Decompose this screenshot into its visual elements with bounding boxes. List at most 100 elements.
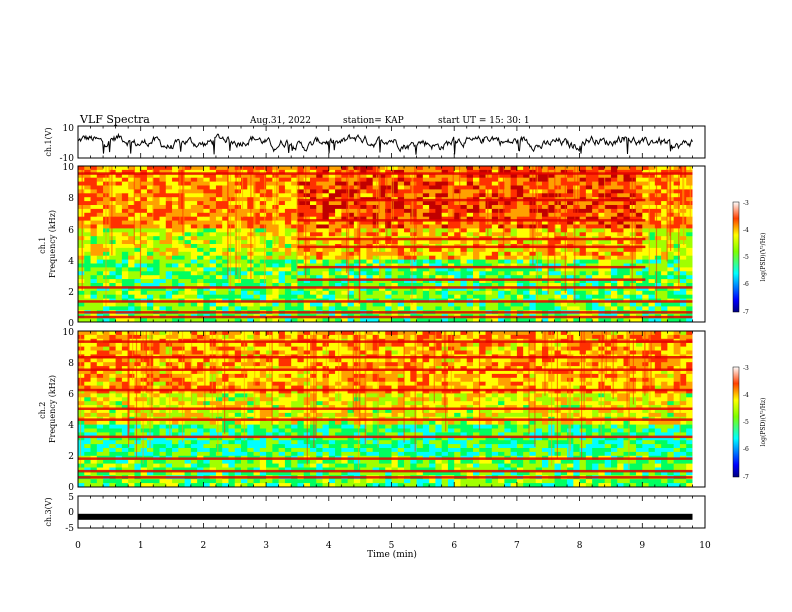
spectrogram-cell xyxy=(397,193,405,198)
spectrogram-cell xyxy=(636,216,643,221)
spectrogram-cell xyxy=(128,255,135,260)
spectrogram-streak xyxy=(668,166,670,244)
spectrogram-cell xyxy=(378,279,386,284)
spectrogram-cell xyxy=(673,358,681,363)
spectrogram-cell xyxy=(516,362,524,367)
spectrogram-cell xyxy=(466,366,474,371)
spectrogram-cell xyxy=(284,286,292,292)
spectrogram-cell xyxy=(215,366,223,371)
spectrogram-cell xyxy=(266,232,273,237)
spectrogram-cell xyxy=(592,166,599,171)
spectrogram-cell xyxy=(203,232,211,237)
spectrogram-cell xyxy=(504,189,512,194)
spectrogram-cell xyxy=(165,279,173,284)
spectrogram-cell xyxy=(96,169,104,175)
spectrogram-cell xyxy=(96,271,104,276)
spectrogram-cell xyxy=(78,342,85,347)
spectrogram-cell xyxy=(121,290,129,296)
spectrogram-cell xyxy=(454,189,461,194)
spectrogram-cell xyxy=(366,166,374,171)
spectrogram-cell xyxy=(184,212,192,218)
spectrogram-cell xyxy=(360,166,367,171)
spectrogram-cell xyxy=(284,306,292,311)
spectrogram-cell xyxy=(322,232,330,237)
spectrogram-cell xyxy=(253,318,261,323)
spectrogram-streak xyxy=(298,166,300,251)
spectrogram-cell xyxy=(360,271,367,276)
spectrogram-cell xyxy=(347,181,355,186)
spectrogram-cell xyxy=(654,318,662,323)
spectrogram-cell xyxy=(567,275,574,280)
spectrogram-cell xyxy=(165,240,173,245)
spectrogram-cell xyxy=(585,208,593,214)
spectrogram-cell xyxy=(516,279,524,284)
spectrogram-cell xyxy=(78,236,85,241)
spectrogram-cell xyxy=(523,279,530,284)
spectrogram-cell xyxy=(642,331,649,336)
spectrogram-cell xyxy=(573,205,580,210)
spectrogram-cell xyxy=(473,318,480,323)
spectrogram-cell xyxy=(178,228,185,233)
spectrogram-cell xyxy=(491,350,499,355)
spectrogram-cell xyxy=(391,193,399,198)
spectrogram-cell xyxy=(454,232,461,237)
spectrogram-cell xyxy=(592,181,599,186)
spectrogram-cell xyxy=(121,205,129,210)
spectrogram-cell xyxy=(610,318,618,323)
spectrogram-cell xyxy=(661,331,668,336)
spectrogram-cell xyxy=(228,244,236,249)
spectrogram-cell xyxy=(234,224,242,229)
spectrogram-cell xyxy=(366,212,374,218)
spectrogram-cell xyxy=(573,283,580,288)
spectrogram-cell xyxy=(435,208,443,214)
spectrogram-cell xyxy=(385,294,392,299)
spectrogram-cell xyxy=(328,263,336,268)
spectrogram-cell xyxy=(90,185,98,190)
spectrogram-cell xyxy=(422,350,430,355)
spectrogram-cell xyxy=(253,166,261,171)
spectrogram-cell xyxy=(378,334,386,340)
spectrogram-cell xyxy=(322,294,330,299)
spectrogram-cell xyxy=(410,189,417,194)
spectrogram-cell xyxy=(222,236,229,241)
spectrogram-cell xyxy=(172,212,179,218)
spectrogram-cell xyxy=(360,193,367,198)
spectrogram-cell xyxy=(485,294,493,299)
spectrogram-cell xyxy=(479,350,486,355)
spectrogram-cell xyxy=(284,267,292,272)
spectrogram-cell xyxy=(441,216,449,221)
spectrogram-cell xyxy=(636,294,643,299)
spectrogram-cell xyxy=(203,236,211,241)
spectrogram-cell xyxy=(128,201,135,206)
spectrogram-cell xyxy=(146,251,154,257)
spectrogram-cell xyxy=(454,302,461,307)
spectrogram-cell xyxy=(253,263,261,268)
spectrogram-cell xyxy=(284,224,292,229)
spectrogram-cell xyxy=(648,216,656,221)
spectrogram-cell xyxy=(410,263,417,268)
spectrogram-cell xyxy=(197,283,204,288)
spectrogram-cell xyxy=(466,189,474,194)
spectrogram-cell xyxy=(190,267,198,272)
spectrogram-cell xyxy=(272,247,280,253)
spectrogram-cell xyxy=(454,306,461,311)
spectrogram-cell xyxy=(479,366,486,371)
spectrogram-cell xyxy=(460,212,468,218)
spectrogram-cell xyxy=(96,240,104,245)
spectrogram-cell xyxy=(679,255,687,260)
spectrogram-cell xyxy=(523,358,530,363)
spectrogram-cell xyxy=(297,286,305,292)
spectrogram-cell xyxy=(679,247,687,253)
spectrogram-cell xyxy=(234,334,242,340)
spectrogram-cell xyxy=(629,294,637,299)
spectrogram-cell xyxy=(648,193,656,198)
spectrogram-cell xyxy=(360,232,367,237)
spectrogram-cell xyxy=(84,290,91,296)
spectrogram-cell xyxy=(366,205,374,210)
spectrogram-cell xyxy=(335,181,342,186)
spectrogram-cell xyxy=(617,271,624,276)
spectrogram-cell xyxy=(441,255,449,260)
spectrogram-cell xyxy=(96,259,104,264)
spectrogram-cell xyxy=(460,247,468,253)
spectrogram-cell xyxy=(153,205,160,210)
